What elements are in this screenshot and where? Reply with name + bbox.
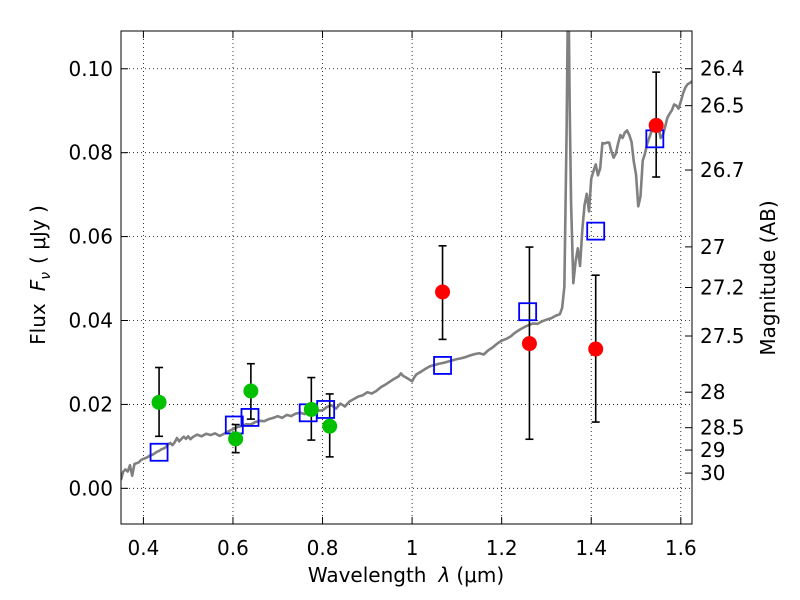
magnitude-tick-label: 27.2 [700, 276, 745, 300]
observed-photometry-layer [151, 117, 664, 447]
y-tick-label: 0.08 [68, 141, 113, 165]
y-tick-label: 0.04 [68, 309, 113, 333]
observed-point [228, 431, 244, 447]
magnitude-tick-label: 26.4 [700, 57, 745, 81]
x-tick-label: 1.2 [486, 536, 518, 560]
plot-frame [120, 30, 693, 525]
magnitude-tick-label: 28 [700, 380, 725, 404]
y-tick-label: 0.10 [68, 57, 113, 81]
errorbar-layer [155, 71, 661, 458]
magnitude-tick-label: 27 [700, 235, 725, 259]
observed-point [151, 394, 167, 410]
model-point [518, 302, 538, 322]
magnitude-tick-label: 30 [700, 461, 725, 485]
x-tick-label: 1.6 [665, 536, 697, 560]
x-tick-label: 0.4 [127, 536, 159, 560]
magnitude-tick-label: 29 [700, 438, 725, 462]
x-tick-label: 1 [406, 536, 419, 560]
spectrum-layer [121, 31, 692, 481]
magnitude-tick-label: 27.5 [700, 324, 745, 348]
model-point [433, 356, 452, 375]
magnitude-tick-label: 26.7 [700, 158, 745, 182]
observed-point [648, 117, 664, 133]
y-tick-label: 0.00 [68, 476, 113, 500]
observed-point [243, 383, 259, 399]
model-point [240, 408, 260, 427]
model-point [149, 442, 169, 462]
spectrum-line [121, 31, 692, 481]
observed-point [521, 336, 537, 352]
x-tick-label: 1.4 [575, 536, 607, 560]
model-point [586, 221, 606, 241]
magnitude-axis-title: Magnitude (AB) [756, 200, 780, 355]
magnitude-tick-label: 26.5 [700, 94, 745, 118]
magnitude-tick-label: 28.5 [700, 416, 745, 440]
x-axis-title: Wavelength λ (μm) [308, 563, 504, 587]
y-tick-label: 0.06 [68, 225, 113, 249]
observed-point [303, 401, 319, 417]
y-axis-title: FluxFν( μJy ) [26, 205, 54, 345]
observed-point [322, 418, 338, 434]
ticks: 0.4 0.6 0.8 1 1.2 1.4 1.6 0.00 0.02 0.04 0.06 0.08 0… [68, 31, 745, 560]
model-photometry-layer [149, 129, 665, 462]
x-tick-label: 0.8 [307, 536, 339, 560]
observed-point [588, 341, 604, 357]
x-tick-label: 0.6 [217, 536, 249, 560]
grid [121, 31, 692, 524]
y-tick-label: 0.02 [68, 392, 113, 416]
observed-point [435, 284, 451, 300]
